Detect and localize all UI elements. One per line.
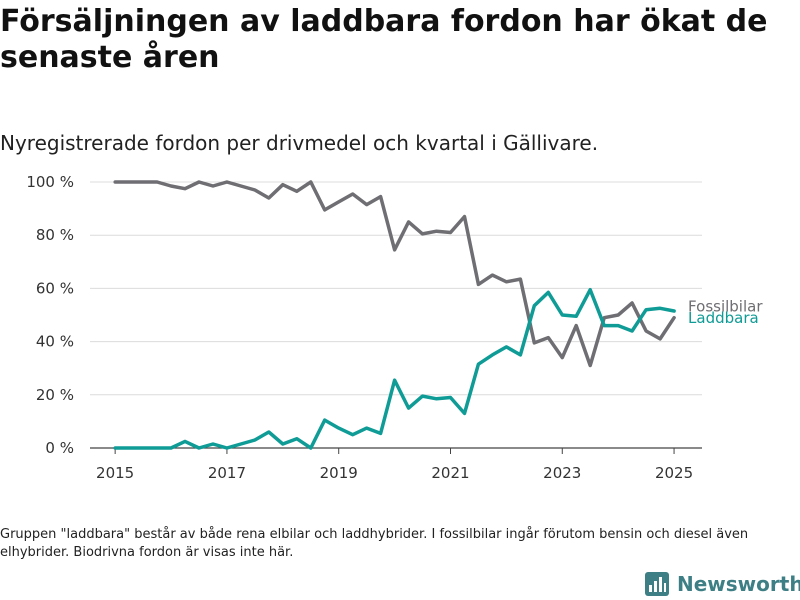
series-line-laddbara — [113, 287, 676, 450]
x-tick-label: 2023 — [543, 464, 581, 482]
footnote: Gruppen "laddbara" består av både rena e… — [0, 527, 749, 560]
y-tick-label: 20 % — [36, 386, 74, 404]
brand-name: Newsworthy — [677, 572, 800, 596]
x-tick-label: 2021 — [431, 464, 469, 482]
y-tick-label: 100 % — [26, 173, 74, 191]
newsworthy-logo-icon — [645, 572, 669, 596]
y-tick-label: 80 % — [36, 226, 74, 244]
y-tick-label: 40 % — [36, 333, 74, 351]
series-label-laddbara: Laddbara — [688, 309, 759, 327]
series-label-fossilbilar: Fossilbilar — [688, 298, 763, 316]
x-tick-label: 2019 — [320, 464, 358, 482]
line-chart: 0 % 20 % 40 % 60 % 80 % 100 % 2015 2017 2019 2021… — [26, 173, 763, 482]
axes: 0 % 20 % 40 % 60 % 80 % 100 % 2015 2017 2019 2021… — [26, 173, 702, 482]
y-tick-label: 0 % — [45, 439, 74, 457]
x-tick-label: 2017 — [208, 464, 246, 482]
chart-subtitle: Nyregistrerade fordon per drivmedel och … — [0, 131, 599, 155]
brand-logo[interactable]: Newsworthy — [645, 569, 800, 599]
chart-title: Försäljningen av laddbara fordon har öka… — [0, 4, 768, 75]
series-lines — [113, 180, 676, 450]
series-line-fossilbilar — [113, 180, 676, 368]
y-tick-label: 60 % — [36, 279, 74, 297]
x-tick-label: 2025 — [655, 464, 693, 482]
x-tick-label: 2015 — [96, 464, 134, 482]
